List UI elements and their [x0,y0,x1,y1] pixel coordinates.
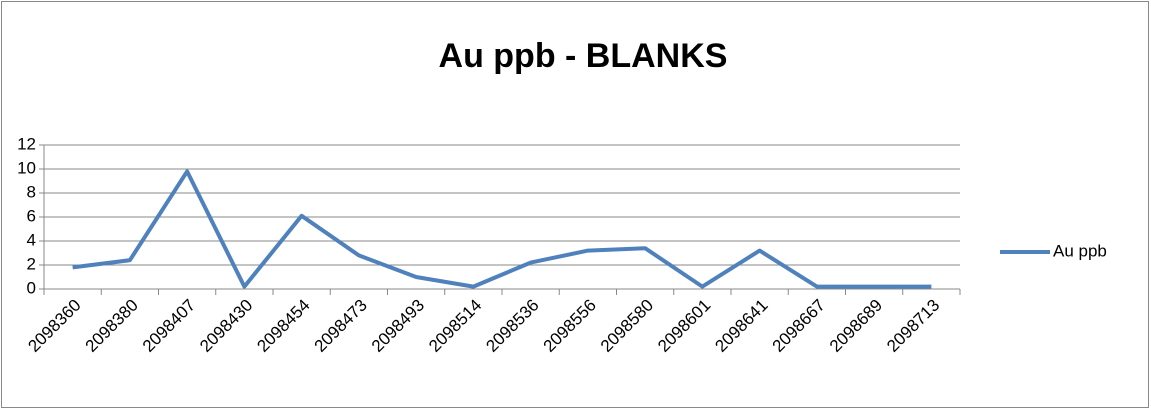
y-tick-label: 6 [27,206,36,225]
y-tick-label: 2 [27,254,36,273]
y-tick-label: 4 [27,230,36,249]
y-tick-label: 0 [27,278,36,297]
y-tick-label: 12 [17,134,36,153]
data-line [72,169,932,289]
y-tick-label: 8 [27,182,36,201]
y-tick-label: 10 [17,158,36,177]
chart-title: Au ppb - BLANKS [439,37,728,75]
legend-label: Au ppb [1053,241,1107,260]
